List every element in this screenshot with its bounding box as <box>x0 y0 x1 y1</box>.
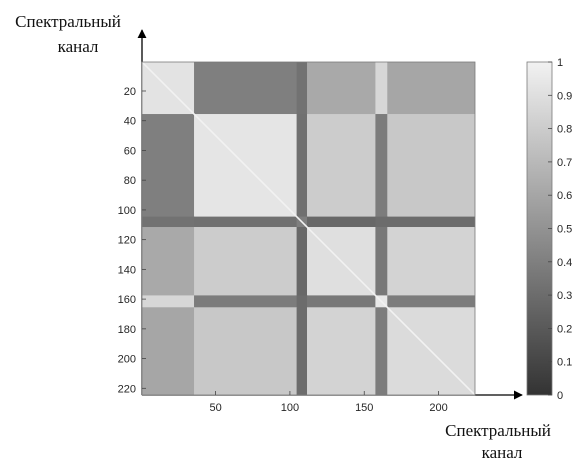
heatmap-cell <box>307 62 376 115</box>
heatmap-cell <box>307 114 376 218</box>
heatmap-cell <box>142 227 195 296</box>
heatmap-cell <box>387 216 475 228</box>
colorbar-tick-label: 0.7 <box>557 157 572 169</box>
y-tick-label: 140 <box>118 264 136 276</box>
colorbar-tick-label: 0.8 <box>557 124 572 136</box>
x-axis-title-line-2: канал <box>482 443 523 462</box>
heatmap-cell <box>387 62 475 115</box>
x-axis-title-line-1: Спектральный <box>445 421 551 440</box>
heatmap-cell <box>375 307 388 395</box>
colorbar <box>526 61 553 396</box>
heatmap-cell <box>142 114 195 218</box>
y-tick-label: 200 <box>118 354 136 366</box>
x-tick-label: 150 <box>355 402 373 414</box>
heatmap-cell <box>142 295 195 308</box>
heatmap-cell <box>387 227 475 296</box>
heatmap-cell <box>375 216 388 228</box>
heatmap-cell <box>296 114 308 218</box>
y-tick-label: 60 <box>124 145 136 157</box>
heatmap-cell <box>296 62 308 115</box>
heatmap-cell <box>194 216 298 228</box>
x-tick-label: 100 <box>281 402 299 414</box>
heatmap-cell <box>142 307 195 395</box>
plot-area-frame <box>141 61 476 396</box>
heatmap-cell <box>142 216 195 228</box>
x-axis-ticks: 50 100 150 200 <box>209 391 448 414</box>
y-tick-label: 160 <box>118 294 136 306</box>
y-tick-label: 20 <box>124 86 136 98</box>
heatmap-cell <box>194 62 298 115</box>
x-tick-label: 50 <box>209 402 221 414</box>
y-tick-label: 180 <box>118 324 136 336</box>
heatmap-cell <box>387 114 475 218</box>
heatmap-cell <box>296 295 308 308</box>
heatmap-cell <box>375 62 388 115</box>
heatmap-cell <box>194 295 298 308</box>
colorbar-tick-label: 0.2 <box>557 323 572 335</box>
heatmap-cell <box>307 295 376 308</box>
heatmap-cell <box>296 227 308 296</box>
colorbar-tick-label: 0.5 <box>557 224 572 236</box>
x-tick-label: 200 <box>429 402 447 414</box>
y-tick-label: 80 <box>124 175 136 187</box>
colorbar-tick-label: 0.4 <box>557 257 572 269</box>
y-tick-label: 100 <box>118 205 136 217</box>
heatmap-cell <box>194 227 298 296</box>
colorbar-tick-label: 0.9 <box>557 90 572 102</box>
y-axis-ticks: 20 40 60 80 100 120 140 160 180 200 220 <box>118 86 146 395</box>
y-tick-label: 40 <box>124 116 136 128</box>
heatmap-cells <box>142 62 475 395</box>
colorbar-tick-label: 0.3 <box>557 290 572 302</box>
colorbar-tick-label: 1 <box>557 57 563 69</box>
heatmap-diagonal <box>142 62 475 395</box>
y-tick-label: 120 <box>118 235 136 247</box>
heatmap-cell <box>307 216 376 228</box>
y-axis-title-line-2: канал <box>58 37 99 56</box>
heatmap-cell <box>307 307 376 395</box>
heatmap-cell <box>375 227 388 296</box>
heatmap-cell <box>296 307 308 395</box>
y-axis-title-line-1: Спектральный <box>15 12 121 31</box>
heatmap-cell <box>387 295 475 308</box>
colorbar-tick-label: 0 <box>557 390 563 402</box>
heatmap-cell <box>194 307 298 395</box>
colorbar-tick-label: 0.1 <box>557 357 572 369</box>
y-tick-label: 220 <box>118 383 136 395</box>
heatmap-cell <box>375 114 388 218</box>
colorbar-tick-label: 0.6 <box>557 190 572 202</box>
colorbar-ticks: 0 0.1 0.2 0.3 0.4 0.5 0.6 0.7 0.8 0.9 1 <box>548 57 572 402</box>
